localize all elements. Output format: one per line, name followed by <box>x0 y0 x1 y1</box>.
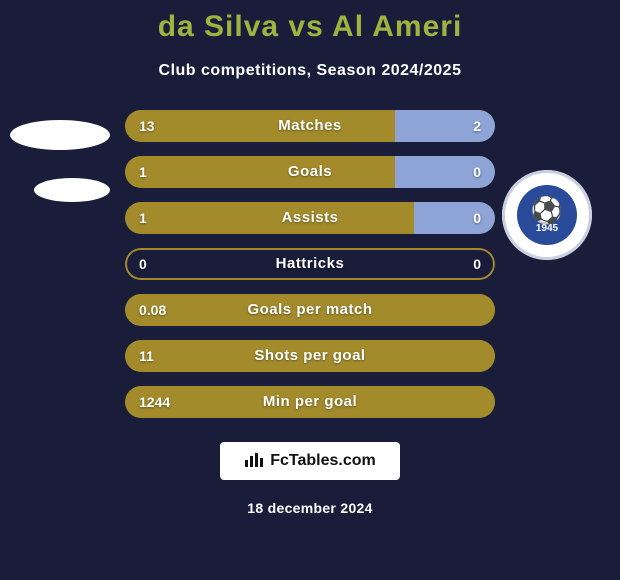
date-text: 18 december 2024 <box>0 500 620 516</box>
left-badge-ellipse-1 <box>10 120 110 150</box>
chart-icon <box>244 450 264 473</box>
bar-right-value: 2 <box>473 110 481 142</box>
stat-bar-assists: Assists1 0 <box>125 202 495 234</box>
bar-label: Goals per match <box>125 294 495 326</box>
infographic-container: da Silva vs Al Ameri Club competitions, … <box>0 0 620 580</box>
bar-left-value: 1244 <box>139 386 170 418</box>
subtitle: Club competitions, Season 2024/2025 <box>0 62 620 80</box>
right-club-crest: ⚽ 1945 <box>502 170 602 270</box>
stat-bar-shots-per-goal: Shots per goal11 <box>125 340 495 372</box>
crest-inner: ⚽ 1945 <box>517 185 577 245</box>
stat-bar-hattricks: Hattricks0 0 <box>125 248 495 280</box>
stat-bar-matches: Matches13 2 <box>125 110 495 142</box>
bar-left-value: 11 <box>139 340 154 372</box>
watermark: FcTables.com <box>220 442 400 480</box>
watermark-text: FcTables.com <box>270 452 376 470</box>
bar-left-value: 0.08 <box>139 294 166 326</box>
page-title: da Silva vs Al Ameri <box>0 10 620 44</box>
bar-left-value: 13 <box>139 110 155 142</box>
bar-label: Min per goal <box>125 386 495 418</box>
bar-label: Shots per goal <box>125 340 495 372</box>
bar-label: Matches <box>125 110 495 142</box>
bar-right-value: 0 <box>473 202 481 234</box>
stat-bar-goals: Goals1 0 <box>125 156 495 188</box>
bar-label: Hattricks <box>125 248 495 280</box>
bar-label: Goals <box>125 156 495 188</box>
bar-left-value: 0 <box>139 248 147 280</box>
left-badge-ellipse-2 <box>34 178 110 202</box>
bar-right-value: 0 <box>473 248 481 280</box>
stat-bar-min-per-goal: Min per goal1244 <box>125 386 495 418</box>
comparison-bars: Matches132Goals10Assists10Hattricks00Goa… <box>125 110 495 418</box>
bar-label: Assists <box>125 202 495 234</box>
crest-year: 1945 <box>536 223 558 234</box>
stat-bar-goals-per-match: Goals per match0.08 <box>125 294 495 326</box>
football-icon: ⚽ <box>531 197 563 223</box>
bar-left-value: 1 <box>139 156 147 188</box>
bar-right-value: 0 <box>473 156 481 188</box>
bar-left-value: 1 <box>139 202 147 234</box>
crest-outer: ⚽ 1945 <box>502 170 592 260</box>
